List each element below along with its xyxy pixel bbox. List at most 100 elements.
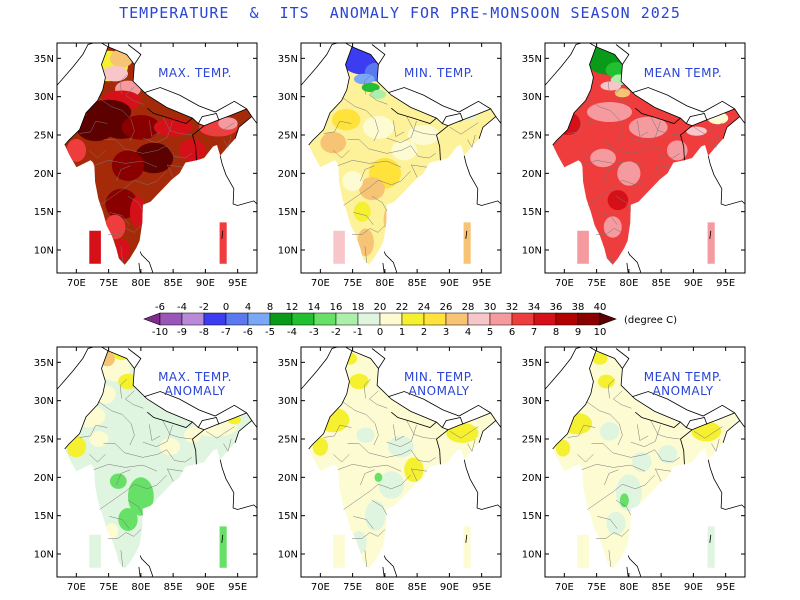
lat-tick-label: 25N [34,131,54,142]
lat-tick-label: 15N [522,511,542,522]
lon-tick-label: 90E [196,582,215,593]
colorbar-temp-label: 12 [286,302,299,313]
colorbar-temp-label: 8 [267,302,273,313]
andaman-box [707,526,715,568]
colorbar-anomaly-label: 10 [594,327,607,338]
lon-tick-label: 95E [472,582,491,593]
lat-tick-label: 20N [278,473,298,484]
lat-tick-label: 10N [522,246,542,257]
colorbar-temp-label: -2 [199,302,209,313]
colorbar-temp-label: 0 [223,302,229,313]
map-panel-1: 35N 30N 25N 20N 15N 10N 70E 75E 80E 85E 90E 95E MAX.… [34,42,258,289]
lon-tick-label: 90E [684,278,703,289]
colorbar-anomaly-label: -1 [353,327,363,338]
colorbar-anomaly-label: 8 [553,327,559,338]
colorbar-anomaly-label: -4 [287,327,297,338]
map-panel-4: 35N 30N 25N 20N 15N 10N 70E 75E 80E 85E 90E 95E MAX.… [34,346,258,593]
map-panel-5: 35N 30N 25N 20N 15N 10N 70E 75E 80E 85E 90E 95E MIN.… [278,346,502,593]
colorbar-swatch [401,312,425,326]
colorbar-temp-label: 32 [506,302,519,313]
figure-title: TEMPERATURE & ITS ANOMALY FOR PRE-MONSOO… [119,4,681,22]
lat-tick-label: 15N [278,207,298,218]
panel-label: MAX. TEMP. [158,66,232,80]
lon-tick-label: 70E [555,278,574,289]
colorbar-swatch [445,312,469,326]
colorbar-anomaly-label: -8 [199,327,209,338]
lakshadweep-box [89,534,101,568]
colorbar-swatch [291,312,315,326]
panel-label: ANOMALY [164,384,225,398]
colorbar-temp-label: 24 [418,302,431,313]
lakshadweep-box [577,534,589,568]
lon-tick-label: 85E [652,582,671,593]
lon-tick-label: 95E [228,582,247,593]
lon-tick-label: 80E [375,582,394,593]
lat-tick-label: 10N [34,550,54,561]
lat-tick-label: 15N [278,511,298,522]
colorbar-temp-label: 18 [352,302,365,313]
lat-tick-label: 30N [278,396,298,407]
lon-tick-label: 75E [343,278,362,289]
panel-label: MEAN TEMP. [644,66,722,80]
lon-tick-label: 70E [67,582,86,593]
lat-tick-label: 30N [34,396,54,407]
lat-tick-label: 20N [34,473,54,484]
colorbar-low-arrow [143,312,161,326]
colorbar-swatch [159,312,183,326]
colorbar-swatch [181,312,205,326]
lat-tick-label: 15N [34,511,54,522]
lon-tick-label: 85E [652,278,671,289]
colorbar-temp-label: 4 [245,302,251,313]
map-frame [544,346,746,578]
lon-tick-label: 75E [587,278,606,289]
lat-tick-label: 35N [278,54,298,65]
lon-tick-label: 90E [440,582,459,593]
colorbar-anomaly-label: -6 [243,327,253,338]
map-frame [300,346,502,578]
colorbar-swatch [247,312,271,326]
map-frame [56,346,258,578]
lon-tick-label: 90E [440,278,459,289]
lon-tick-label: 80E [375,278,394,289]
colorbar-anomaly-label: 3 [443,327,449,338]
map-frame [300,42,502,274]
lat-tick-label: 30N [522,396,542,407]
lat-tick-label: 20N [34,169,54,180]
lon-tick-label: 85E [408,278,427,289]
lat-tick-label: 10N [522,550,542,561]
lakshadweep-box [89,230,101,264]
colorbar-anomaly-label: -5 [265,327,275,338]
colorbar-anomaly-label: 6 [509,327,515,338]
lat-tick-label: 25N [34,435,54,446]
lat-tick-label: 35N [522,54,542,65]
colorbar-swatch [489,312,513,326]
colorbar-swatch [313,312,337,326]
colorbar-swatch [357,312,381,326]
colorbar-unit: (degree C) [624,315,677,326]
colorbar-anomaly-label: 0 [377,327,383,338]
lon-tick-label: 85E [164,278,183,289]
lon-tick-label: 80E [131,582,150,593]
colorbar-swatch [511,312,535,326]
colorbar-temp-label: 14 [308,302,321,313]
andaman-box [463,526,471,568]
colorbar-swatch [577,312,601,326]
lat-tick-label: 25N [278,435,298,446]
colorbar-temp-label: 22 [396,302,409,313]
colorbar-anomaly-label: 1 [399,327,405,338]
lon-tick-label: 95E [228,278,247,289]
map-panel-3: 35N 30N 25N 20N 15N 10N 70E 75E 80E 85E 90E 95E MEAN… [522,42,746,289]
lon-tick-label: 85E [164,582,183,593]
map-panel-6: 35N 30N 25N 20N 15N 10N 70E 75E 80E 85E 90E 95E MEAN… [522,346,746,593]
lakshadweep-box [333,534,345,568]
panel-label: MEAN TEMP. [644,370,722,384]
lat-tick-label: 30N [278,92,298,103]
colorbar-swatch [467,312,491,326]
colorbar-swatch [423,312,447,326]
lon-tick-label: 75E [343,582,362,593]
lat-tick-label: 20N [278,169,298,180]
colorbar-anomaly-label: -9 [177,327,187,338]
lon-tick-label: 95E [716,278,735,289]
andaman-box [219,526,227,568]
